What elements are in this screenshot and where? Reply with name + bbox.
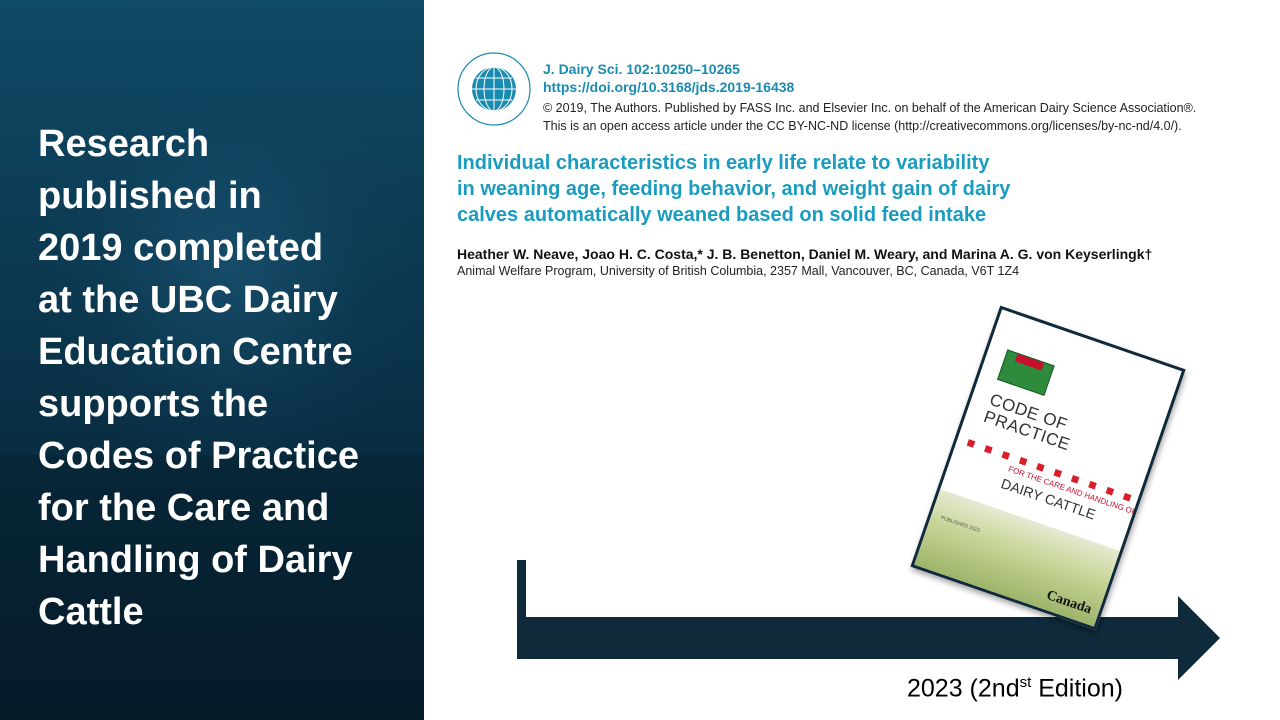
article-authors: Heather W. Neave, Joao H. C. Costa,* J. … <box>457 246 1153 262</box>
timeline-arrow <box>517 596 1220 680</box>
background-glow <box>40 60 420 480</box>
journal-citation: J. Dairy Sci. 102:10250–10265 <box>543 61 740 77</box>
timeline-edition-label: 2023 (2ndst Edition) <box>907 674 1123 703</box>
american-dairy-science-association-logo <box>457 52 531 126</box>
copyright-line: © 2019, The Authors. Published by FASS I… <box>543 101 1197 115</box>
background-band <box>0 455 424 720</box>
maple-leaf-logo-icon <box>997 349 1055 396</box>
article-header: J. Dairy Sci. 102:10250–10265 https://do… <box>455 50 1265 290</box>
left-panel: Research published in 2019 completed at … <box>0 0 424 720</box>
doi-link[interactable]: https://doi.org/10.3168/jds.2019-16438 <box>543 79 795 95</box>
left-panel-text: Research published in 2019 completed at … <box>38 123 359 633</box>
timeline-start-tick <box>517 560 526 620</box>
license-line: This is an open access article under the… <box>543 119 1182 133</box>
article-title: Individual characteristics in early life… <box>457 152 1011 226</box>
article-affiliation: Animal Welfare Program, University of Br… <box>457 264 1020 278</box>
